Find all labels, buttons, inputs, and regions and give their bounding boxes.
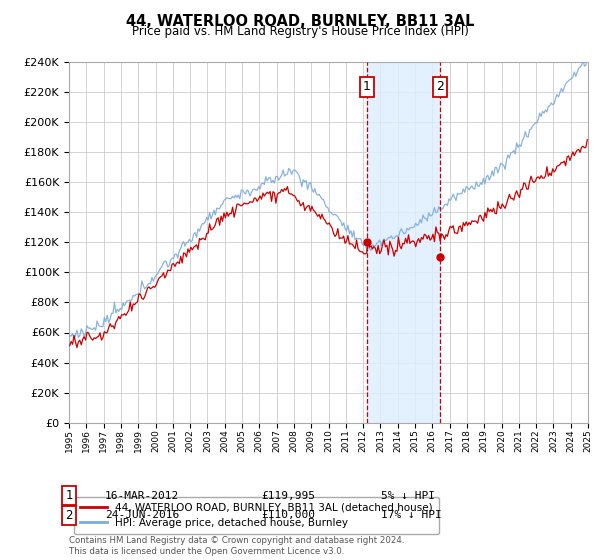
Text: 44, WATERLOO ROAD, BURNLEY, BB11 3AL: 44, WATERLOO ROAD, BURNLEY, BB11 3AL (126, 14, 474, 29)
Bar (367, 62, 440, 423)
Text: 2: 2 (436, 81, 445, 94)
Text: 1: 1 (363, 81, 371, 94)
Text: 17% ↓ HPI: 17% ↓ HPI (381, 510, 442, 520)
Text: 1: 1 (65, 489, 73, 502)
Text: 16-MAR-2012: 16-MAR-2012 (105, 491, 179, 501)
Text: Price paid vs. HM Land Registry's House Price Index (HPI): Price paid vs. HM Land Registry's House … (131, 25, 469, 38)
Text: 24-JUN-2016: 24-JUN-2016 (105, 510, 179, 520)
Text: Contains HM Land Registry data © Crown copyright and database right 2024.
This d: Contains HM Land Registry data © Crown c… (69, 536, 404, 556)
Text: £110,000: £110,000 (261, 510, 315, 520)
Text: 5% ↓ HPI: 5% ↓ HPI (381, 491, 435, 501)
Text: £119,995: £119,995 (261, 491, 315, 501)
Legend: 44, WATERLOO ROAD, BURNLEY, BB11 3AL (detached house), HPI: Average price, detac: 44, WATERLOO ROAD, BURNLEY, BB11 3AL (de… (74, 497, 439, 534)
Text: 2: 2 (65, 508, 73, 522)
